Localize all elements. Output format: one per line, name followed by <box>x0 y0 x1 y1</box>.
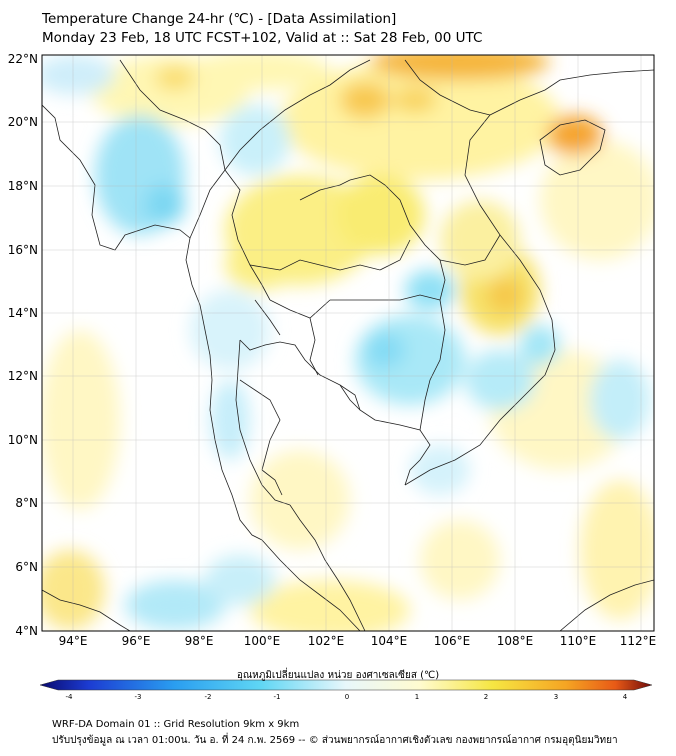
colorbar-label: อุณหภูมิเปลี่ยนแปลง หน่วย องศาเซลเซียส (… <box>236 670 440 681</box>
lat-label: 22°N <box>8 52 38 66</box>
lon-label: 96°E <box>122 634 151 648</box>
temperature-field <box>42 55 654 631</box>
lat-label: 6°N <box>15 560 38 574</box>
map-title: Temperature Change 24-hr (℃) - [Data Ass… <box>42 11 397 27</box>
footer-update-info: ปรับปรุงข้อมูล ณ เวลา 01:00น. วัน อ. ที่… <box>52 735 618 746</box>
lat-label: 4°N <box>15 624 38 638</box>
lon-label: 104°E <box>371 634 408 648</box>
lon-label: 108°E <box>497 634 534 648</box>
footer-model-info: WRF-DA Domain 01 :: Grid Resolution 9km … <box>52 719 300 730</box>
lat-label: 14°N <box>8 306 38 320</box>
lon-label: 102°E <box>308 634 345 648</box>
lon-label: 98°E <box>185 634 214 648</box>
lon-label: 110°E <box>560 634 597 648</box>
colorbar-tick: 0 <box>345 693 349 701</box>
lat-label: 8°N <box>15 496 38 510</box>
colorbar-tick: -3 <box>135 693 142 701</box>
latitude-labels: 22°N 20°N 18°N 16°N 14°N 12°N 10°N 8°N 6… <box>8 52 38 638</box>
map-subtitle: Monday 23 Feb, 18 UTC FCST+102, Valid at… <box>42 30 483 46</box>
grid-lines <box>42 55 654 631</box>
lat-label: 20°N <box>8 115 38 129</box>
colorbar-tick: 4 <box>623 693 628 701</box>
longitude-labels: 94°E 96°E 98°E 100°E 102°E 104°E 106°E 1… <box>59 634 657 648</box>
lon-label: 100°E <box>244 634 281 648</box>
colorbar-tick: 2 <box>484 693 488 701</box>
colorbar-tick: -1 <box>274 693 281 701</box>
colorbar-tick: 3 <box>554 693 558 701</box>
colorbar-gradient <box>39 679 653 691</box>
lat-label: 12°N <box>8 369 38 383</box>
colorbar-tick: -4 <box>66 693 74 701</box>
map-frame <box>41 54 655 632</box>
temperature-change-map: 22°N 20°N 18°N 16°N 14°N 12°N 10°N 8°N 6… <box>8 52 657 701</box>
lon-label: 94°E <box>59 634 88 648</box>
lon-label: 112°E <box>620 634 657 648</box>
lat-label: 10°N <box>8 433 38 447</box>
lon-label: 106°E <box>434 634 471 648</box>
lat-label: 16°N <box>8 243 38 257</box>
lat-label: 18°N <box>8 179 38 193</box>
coastlines-and-borders <box>42 59 654 631</box>
colorbar-tick: 1 <box>415 693 419 701</box>
colorbar-ticks: -4 -3 -2 -1 0 1 2 3 4 <box>66 693 628 701</box>
colorbar <box>39 679 653 691</box>
colorbar-tick: -2 <box>205 693 212 701</box>
